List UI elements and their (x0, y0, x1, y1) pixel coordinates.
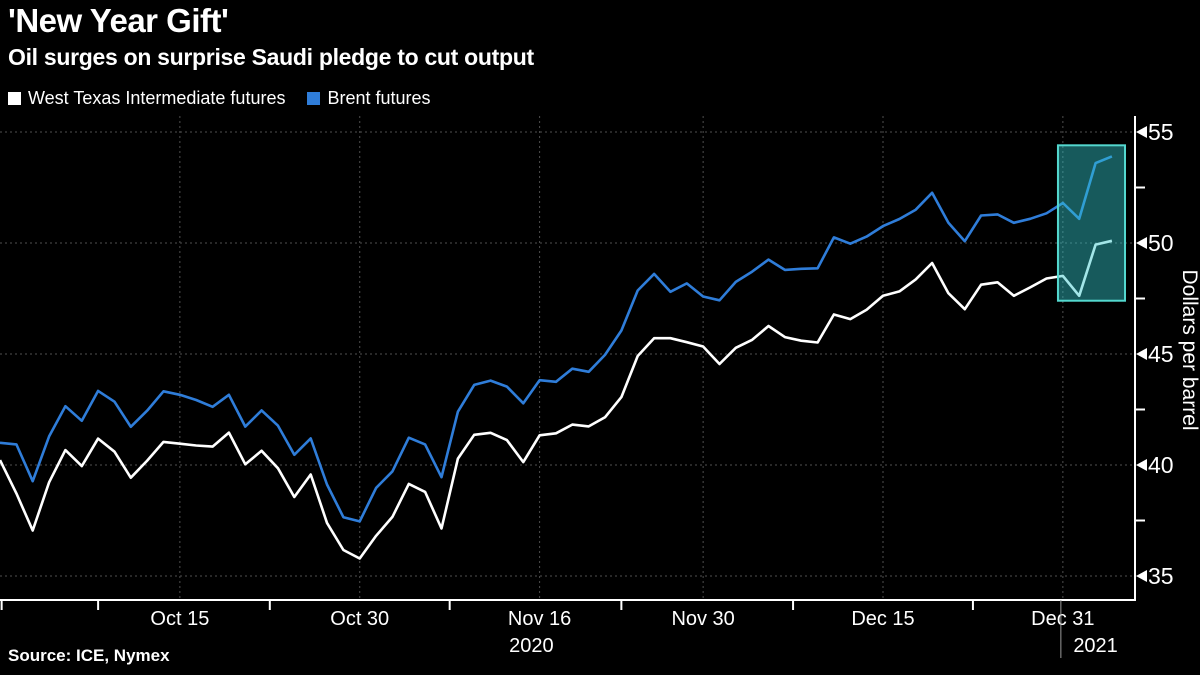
brent-swatch-icon (307, 92, 321, 105)
x-year-label: 2020 (509, 635, 554, 657)
legend-label-brent: Brent futures (327, 88, 431, 108)
y-axis-tick-arrow (1136, 237, 1147, 249)
y-axis-tick-arrow (1136, 570, 1147, 582)
wti-line (0, 239, 1113, 560)
x-tick-label: Oct 30 (330, 608, 389, 630)
wti-swatch-icon (8, 92, 21, 105)
highlight-box (1056, 144, 1127, 302)
brent-line (0, 155, 1113, 523)
chart-legend: West Texas Intermediate futures Brent fu… (8, 88, 431, 109)
x-tick-label: Nov 30 (671, 608, 734, 630)
y-tick-label: 40 (1148, 452, 1174, 478)
chart-subtitle: Oil surges on surprise Saudi pledge to c… (8, 44, 534, 70)
legend-item-brent: Brent futures (307, 88, 431, 109)
x-year-label: 2021 (1073, 635, 1118, 657)
chart-title: 'New Year Gift' (8, 2, 229, 39)
y-axis-tick-arrow (1136, 459, 1147, 471)
x-tick-label: Dec 31 (1031, 608, 1094, 630)
x-tick-label: Oct 15 (150, 608, 209, 630)
y-tick-label: 45 (1148, 341, 1174, 367)
legend-label-wti: West Texas Intermediate futures (28, 88, 286, 108)
x-tick-label: Nov 16 (508, 608, 571, 630)
x-tick-label: Dec 15 (851, 608, 914, 630)
y-tick-label: 35 (1148, 563, 1174, 589)
y-tick-label: 50 (1148, 230, 1174, 256)
y-axis-tick-arrow (1136, 126, 1147, 138)
y-tick-label: 55 (1148, 119, 1174, 145)
y-axis-tick-arrow (1136, 348, 1147, 360)
source-note: Source: ICE, Nymex (8, 646, 170, 665)
y-axis-title: Dollars per barrel (1178, 269, 1200, 430)
legend-item-wti: West Texas Intermediate futures (8, 88, 285, 109)
